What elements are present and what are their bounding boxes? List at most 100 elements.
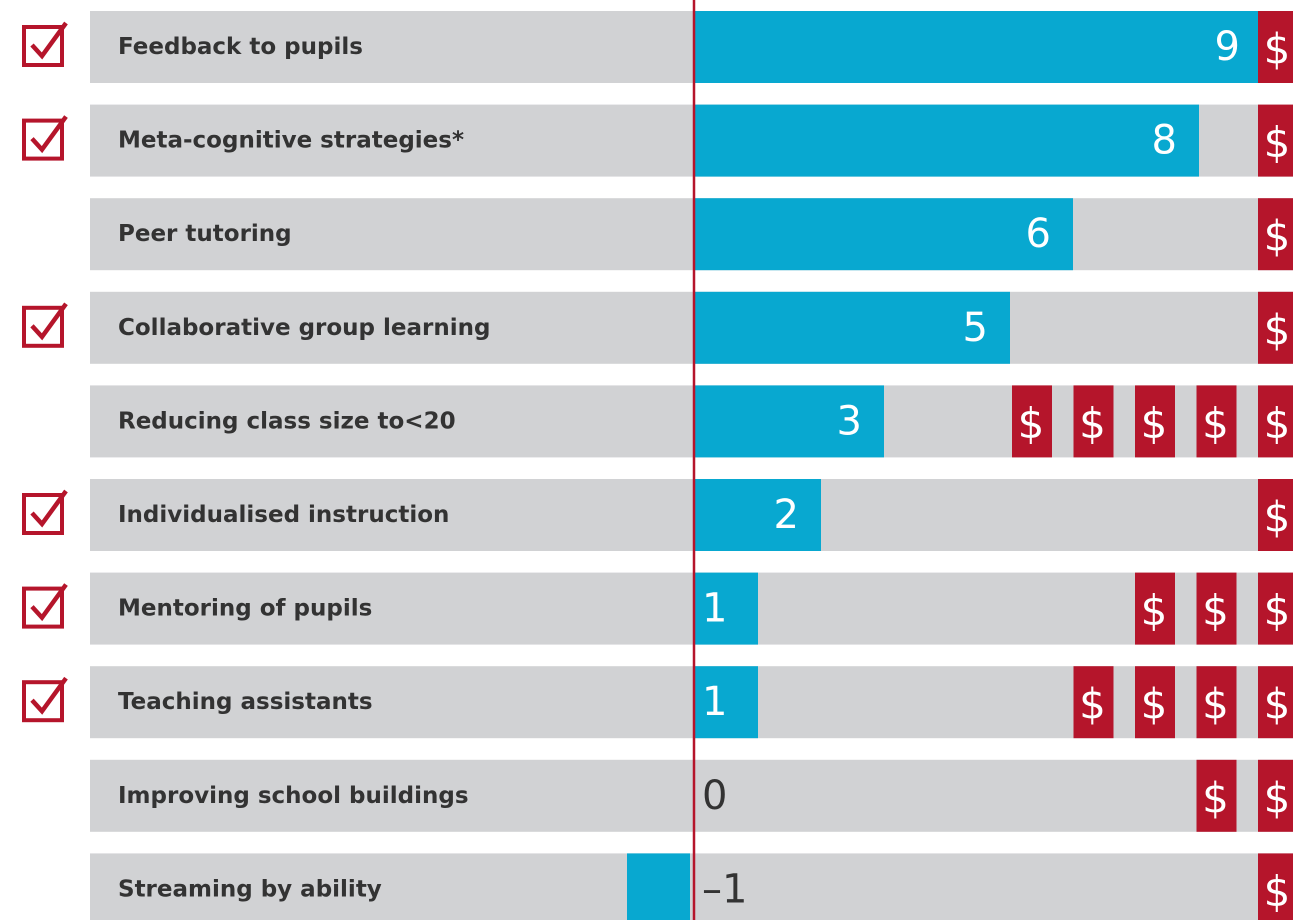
cost-symbol: $: [1264, 305, 1291, 354]
check-box: [22, 305, 64, 348]
cost-symbol: $: [1264, 493, 1291, 542]
label-background: [90, 666, 694, 739]
cost-symbol: $: [1264, 399, 1291, 448]
check-icon: [22, 115, 68, 161]
value-label: 3: [837, 398, 862, 444]
category-label: Streaming by ability: [118, 876, 382, 902]
label-background: [90, 759, 694, 832]
cost-box: [1073, 385, 1114, 458]
check-mark: [30, 583, 68, 622]
category-label: Mentoring of pupils: [118, 596, 372, 622]
cost-symbol: $: [1202, 586, 1229, 635]
check-icon: [22, 583, 68, 629]
check-mark: [30, 21, 68, 60]
category-label: Feedback to pupils: [118, 34, 363, 60]
cost-symbol: $: [1264, 586, 1291, 635]
cost-symbol: $: [1264, 118, 1291, 167]
bar: [695, 11, 1262, 83]
bar: [695, 291, 1010, 364]
label-background: [90, 479, 694, 551]
check-box: [22, 118, 64, 161]
value-label: 8: [1152, 118, 1177, 164]
cost-symbol: $: [1018, 399, 1045, 448]
cost-box: [1258, 291, 1293, 364]
cost-symbol: $: [1264, 680, 1291, 729]
cost-box: [1258, 385, 1293, 458]
check-mark: [30, 115, 68, 154]
cost-symbol: $: [1141, 586, 1168, 635]
value-label: 9: [1215, 24, 1240, 70]
value-label: 5: [963, 305, 988, 351]
cost-box: [1258, 104, 1293, 177]
check-icon: [22, 21, 68, 67]
check-box: [22, 25, 64, 67]
cost-symbol: $: [1141, 680, 1168, 729]
bar: [695, 198, 1073, 271]
bar: [695, 572, 758, 645]
cost-box: [1012, 385, 1052, 458]
label-background: [90, 385, 694, 458]
row-background: [695, 759, 1293, 832]
category-label: Teaching assistants: [118, 689, 373, 715]
check-mark: [30, 302, 68, 341]
cost-box: [1135, 666, 1175, 739]
category-label: Peer tutoring: [118, 221, 292, 247]
cost-box: [1258, 572, 1293, 645]
cost-box: [1196, 385, 1237, 458]
bar: [627, 853, 690, 924]
value-label: 0: [702, 773, 727, 819]
row-background: [695, 572, 1293, 645]
cost-box: [1196, 759, 1237, 832]
cost-box: [1073, 666, 1114, 739]
check-box: [22, 680, 64, 723]
check-box: [22, 586, 64, 629]
row-background: [695, 666, 1293, 739]
check-box: [22, 493, 64, 535]
check-icon: [22, 302, 68, 348]
bar: [695, 479, 821, 551]
label-background: [90, 198, 694, 271]
value-label: 6: [1026, 211, 1051, 257]
check-mark: [30, 489, 68, 528]
value-label: 2: [774, 492, 799, 538]
row-background: [695, 853, 1293, 924]
category-label: Meta-cognitive strategies*: [118, 128, 464, 154]
cost-box: [1258, 198, 1293, 271]
cost-symbol: $: [1264, 212, 1291, 261]
cost-symbol: $: [1264, 25, 1291, 74]
label-background: [90, 104, 694, 177]
check-icon: [22, 676, 68, 723]
label-background: [90, 572, 694, 645]
label-background: [90, 11, 694, 83]
bar: [695, 666, 758, 739]
check-mark: [30, 676, 68, 715]
cost-box: [1135, 385, 1175, 458]
bar: [695, 385, 884, 458]
cost-symbol: $: [1202, 399, 1229, 448]
value-label: –1: [702, 866, 747, 912]
label-background: [90, 853, 694, 924]
category-label: Collaborative group learning: [118, 315, 490, 341]
check-icon: [22, 489, 68, 535]
cost-symbol: $: [1079, 399, 1106, 448]
cost-symbol: $: [1202, 680, 1229, 729]
cost-box: [1258, 759, 1293, 832]
cost-box: [1258, 666, 1293, 739]
cost-box: [1196, 572, 1237, 645]
cost-box: [1135, 572, 1175, 645]
value-label: 1: [702, 679, 727, 725]
cost-box: [1196, 666, 1237, 739]
label-background: [90, 291, 694, 364]
cost-box: [1258, 479, 1293, 551]
bar: [695, 104, 1199, 177]
cost-symbol: $: [1264, 867, 1291, 916]
value-label: 1: [702, 586, 727, 632]
cost-symbol: $: [1141, 399, 1168, 448]
category-label: Individualised instruction: [118, 502, 449, 528]
category-label: Reducing class size to<20: [118, 408, 456, 434]
cost-box: [1258, 11, 1293, 83]
cost-symbol: $: [1202, 773, 1229, 822]
category-label: Improving school buildings: [118, 783, 469, 809]
cost-symbol: $: [1079, 680, 1106, 729]
